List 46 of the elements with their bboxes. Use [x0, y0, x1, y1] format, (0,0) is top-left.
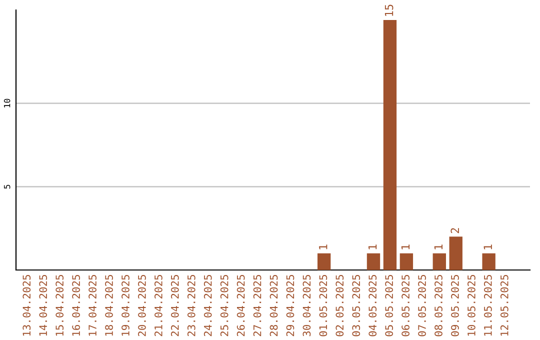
x-tick-label: 18.04.2025 — [105, 275, 113, 336]
bar — [400, 253, 414, 270]
x-tick-label: 26.04.2025 — [236, 275, 245, 336]
x-tick-label: 10.05.2025 — [468, 275, 476, 336]
y-tick-label: 5 — [4, 184, 10, 189]
data-label: 1 — [434, 244, 442, 250]
x-tick-label: 19.04.2025 — [122, 275, 130, 336]
y-tick-label: 10 — [4, 98, 10, 108]
x-tick-label: 27.04.2025 — [253, 275, 262, 336]
x-tick-label: 15.04.2025 — [56, 275, 64, 336]
x-tick-label: 07.05.2025 — [418, 275, 426, 336]
x-tick-label: 16.04.2025 — [72, 275, 80, 336]
data-label: 1 — [401, 244, 410, 250]
x-tick-label: 21.04.2025 — [154, 275, 162, 336]
bar — [432, 253, 446, 270]
x-tick-label: 20.04.2025 — [138, 275, 146, 336]
x-tick-label: 08.05.2025 — [434, 275, 442, 336]
x-tick-label: 24.04.2025 — [204, 275, 212, 336]
x-tick-label: 01.05.2025 — [319, 275, 328, 336]
x-tick-label: 11.05.2025 — [484, 275, 492, 336]
x-tick-label: 05.05.2025 — [385, 275, 394, 336]
bar — [482, 253, 496, 270]
bar — [449, 236, 462, 270]
x-tick-label: 06.05.2025 — [402, 275, 410, 336]
x-tick-label: 17.04.2025 — [88, 275, 96, 336]
data-label: 1 — [368, 244, 377, 250]
x-tick-label: 13.04.2025 — [22, 275, 31, 336]
x-tick-label: 14.04.2025 — [39, 275, 48, 336]
x-tick-label: 04.05.2025 — [368, 275, 377, 336]
x-tick-label: 12.05.2025 — [500, 275, 508, 336]
data-label: 1 — [319, 244, 328, 250]
data-label: 2 — [450, 228, 459, 234]
bar — [366, 253, 380, 270]
x-tick-label: 03.05.2025 — [352, 275, 360, 336]
x-tick-label: 29.04.2025 — [286, 275, 294, 336]
x-tick-label: 22.04.2025 — [170, 275, 179, 336]
x-tick-label: 09.05.2025 — [451, 275, 459, 336]
x-tick-label: 02.05.2025 — [336, 275, 344, 336]
x-tick-label: 30.04.2025 — [302, 275, 311, 336]
x-tick-label: 28.04.2025 — [270, 275, 278, 336]
x-tick-label: 23.04.2025 — [187, 275, 196, 336]
bar — [317, 253, 331, 270]
data-label: 15 — [384, 4, 394, 16]
x-tick-label: 25.04.2025 — [220, 275, 228, 336]
data-label: 1 — [484, 244, 492, 250]
bar — [383, 20, 397, 270]
